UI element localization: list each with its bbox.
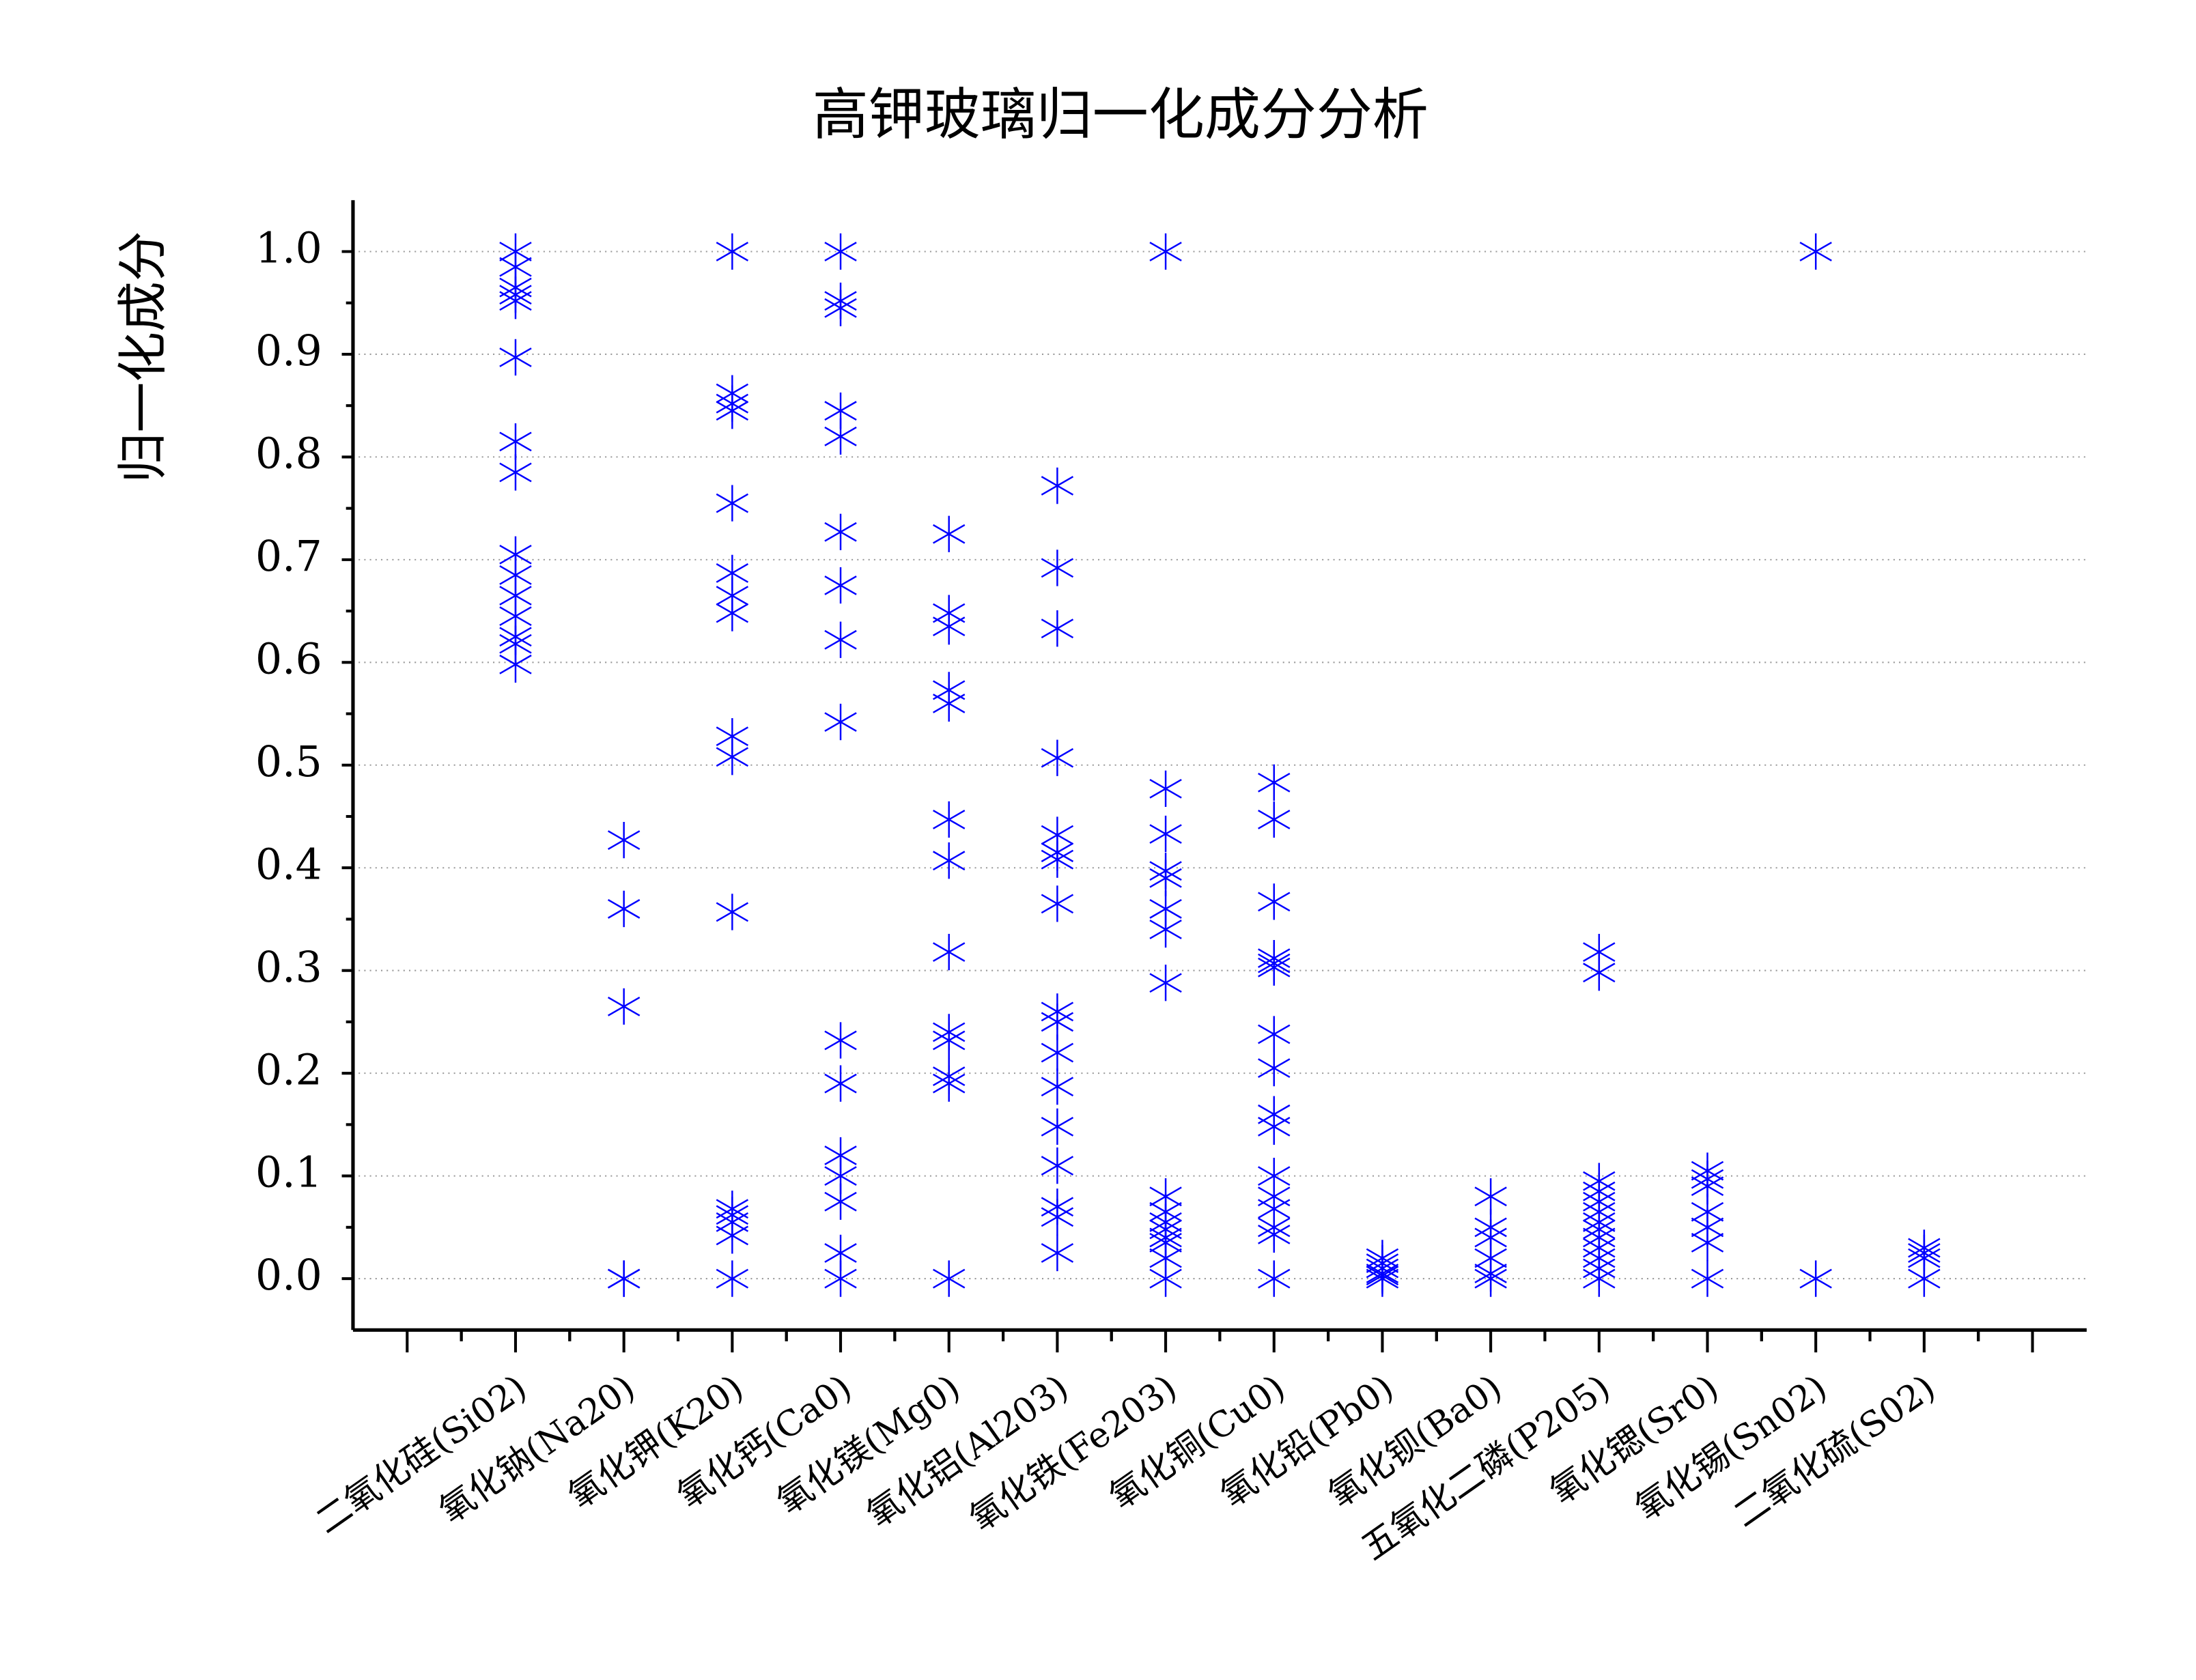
y-tick-label: 0.5 [255, 737, 322, 786]
data-point [1041, 550, 1074, 586]
data-point [1366, 1260, 1399, 1297]
data-point [1041, 1003, 1074, 1040]
data-point [1583, 954, 1616, 991]
data-point [1149, 770, 1182, 808]
data-point [1149, 815, 1182, 853]
data-point [1149, 233, 1182, 270]
data-point [824, 703, 857, 741]
data-point [716, 393, 749, 429]
y-tick-label: 0.7 [255, 532, 322, 581]
data-point [1041, 1108, 1074, 1145]
data-point [1799, 1260, 1832, 1297]
data-point [1149, 859, 1182, 896]
y-tick-label: 0.4 [255, 840, 322, 889]
data-point [933, 842, 966, 879]
y-axis-label: 归一化成分 [113, 231, 172, 483]
data-point [824, 233, 857, 270]
data-point [933, 608, 966, 645]
data-point [933, 1022, 966, 1059]
data-point [1041, 1147, 1074, 1184]
data-point [933, 515, 966, 552]
data-point [1258, 801, 1291, 838]
y-tick-label: 0.0 [255, 1251, 322, 1300]
data-point [607, 1260, 640, 1297]
data-point [716, 233, 749, 270]
data-point [1258, 883, 1291, 920]
data-point [1258, 764, 1291, 801]
data-point [1041, 1199, 1074, 1236]
data-point [499, 339, 532, 376]
data-point [824, 513, 857, 550]
data-point [1258, 949, 1291, 986]
data-point [824, 418, 857, 455]
data-point [1583, 1260, 1616, 1297]
data-point [1041, 739, 1074, 776]
y-tick-label: 0.6 [255, 634, 322, 683]
data-point [1691, 1224, 1724, 1262]
y-tick-label: 0.9 [255, 326, 322, 375]
chart-title: 高钾玻璃归一化成分分析 [813, 83, 1428, 147]
y-tick-label: 0.1 [255, 1148, 322, 1197]
data-point [933, 1065, 966, 1102]
data-point [1149, 1260, 1182, 1297]
data-point [716, 1217, 749, 1254]
data-point [1474, 1260, 1507, 1297]
data-point [824, 621, 857, 658]
data-point [933, 933, 966, 971]
data-point [1041, 610, 1074, 647]
data-point [933, 1260, 966, 1297]
data-point [1041, 841, 1074, 878]
data-point [1258, 1108, 1291, 1145]
y-tick-label: 0.2 [255, 1045, 322, 1094]
data-point [1258, 1260, 1291, 1297]
data-point [607, 821, 640, 859]
data-point [1258, 1016, 1291, 1053]
data-point [933, 685, 966, 722]
data-point [1041, 1234, 1074, 1272]
data-point [1041, 1068, 1074, 1105]
data-point [1041, 885, 1074, 922]
data-point [1258, 1049, 1291, 1087]
y-tick-label: 1.0 [255, 224, 322, 273]
data-point [933, 801, 966, 838]
data-point [716, 1260, 749, 1297]
data-point [1474, 1178, 1507, 1215]
data-point [499, 646, 532, 683]
data-point [1691, 1260, 1724, 1297]
data-point [716, 739, 749, 775]
data-point [1908, 1260, 1941, 1297]
data-point [1041, 467, 1074, 504]
data-point [1799, 233, 1832, 270]
data-point [716, 595, 749, 631]
y-tick-label: 0.8 [255, 429, 322, 479]
data-point [716, 894, 749, 930]
data-point [1258, 1216, 1291, 1253]
data-point [824, 1065, 857, 1102]
data-point [824, 289, 857, 326]
data-point [1149, 965, 1182, 1001]
data-point [499, 423, 532, 460]
data-point [1041, 1034, 1074, 1071]
data-point [824, 1260, 857, 1297]
y-tick-label: 0.3 [255, 943, 322, 992]
data-point [824, 1022, 857, 1059]
data-point [499, 283, 532, 319]
data-point [607, 890, 640, 928]
data-point [824, 1183, 857, 1220]
data-point [824, 567, 857, 604]
data-point [499, 454, 532, 491]
data-point [1149, 911, 1182, 948]
data-point [716, 485, 749, 522]
data-point [607, 988, 640, 1025]
